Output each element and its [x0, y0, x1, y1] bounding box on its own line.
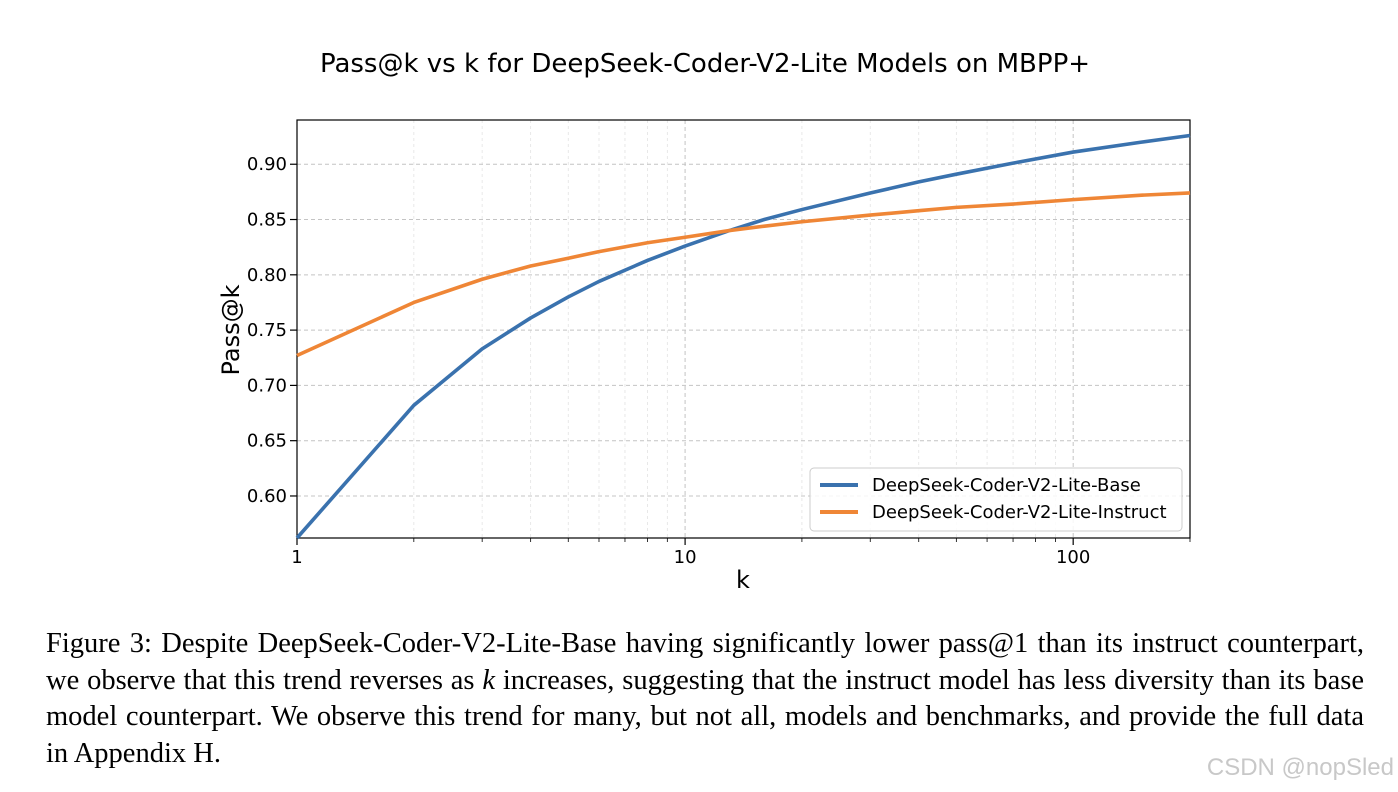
- series-line-1: [296, 191, 1191, 358]
- y-tick-label: 0.90: [247, 154, 287, 175]
- chart-title: Pass@k vs k for DeepSeek-Coder-V2-Lite M…: [320, 49, 1090, 79]
- y-tick-label: 0.60: [247, 486, 287, 507]
- axis-ticks: 1 10 100 0.60 0.65 0.70 0.75 0.80 0.85 0.90: [247, 154, 1191, 568]
- y-tick-label: 0.65: [247, 431, 287, 452]
- legend-label-base: DeepSeek-Coder-V2-Lite-Base: [872, 475, 1141, 496]
- series-line-0: [295, 133, 1191, 540]
- y-tick-label: 0.75: [247, 320, 287, 341]
- x-tick-label: 1: [291, 547, 302, 568]
- legend-label-instruct: DeepSeek-Coder-V2-Lite-Instruct: [872, 502, 1167, 523]
- chart-figure: Pass@k vs k for DeepSeek-Coder-V2-Lite M…: [217, 49, 1191, 594]
- caption-text-before: Despite DeepSeek-Coder-V2-Lite-Base havi…: [46, 628, 1364, 696]
- x-tick-label: 10: [674, 547, 697, 568]
- x-tick-label: 100: [1056, 547, 1090, 568]
- plot-frame: [296, 119, 1191, 539]
- caption-text-after: increases, suggesting that the instruct …: [46, 664, 1364, 769]
- legend-box: [809, 467, 1183, 532]
- watermark: CSDN @nopSled: [1206, 754, 1394, 781]
- y-tick-label: 0.85: [247, 210, 287, 231]
- y-tick-label: 0.80: [247, 265, 287, 286]
- x-axis-label: k: [736, 566, 750, 594]
- legend: DeepSeek-Coder-V2-Lite-Base DeepSeek-Cod…: [809, 467, 1183, 532]
- caption-k: k: [482, 664, 495, 696]
- figure-caption: Figure 3: Despite DeepSeek-Coder-V2-Lite…: [46, 626, 1364, 772]
- caption-label: Figure 3:: [46, 628, 152, 659]
- y-tick-label: 0.70: [247, 375, 287, 396]
- y-axis-label: Pass@k: [217, 284, 245, 375]
- series-lines: [295, 133, 1191, 540]
